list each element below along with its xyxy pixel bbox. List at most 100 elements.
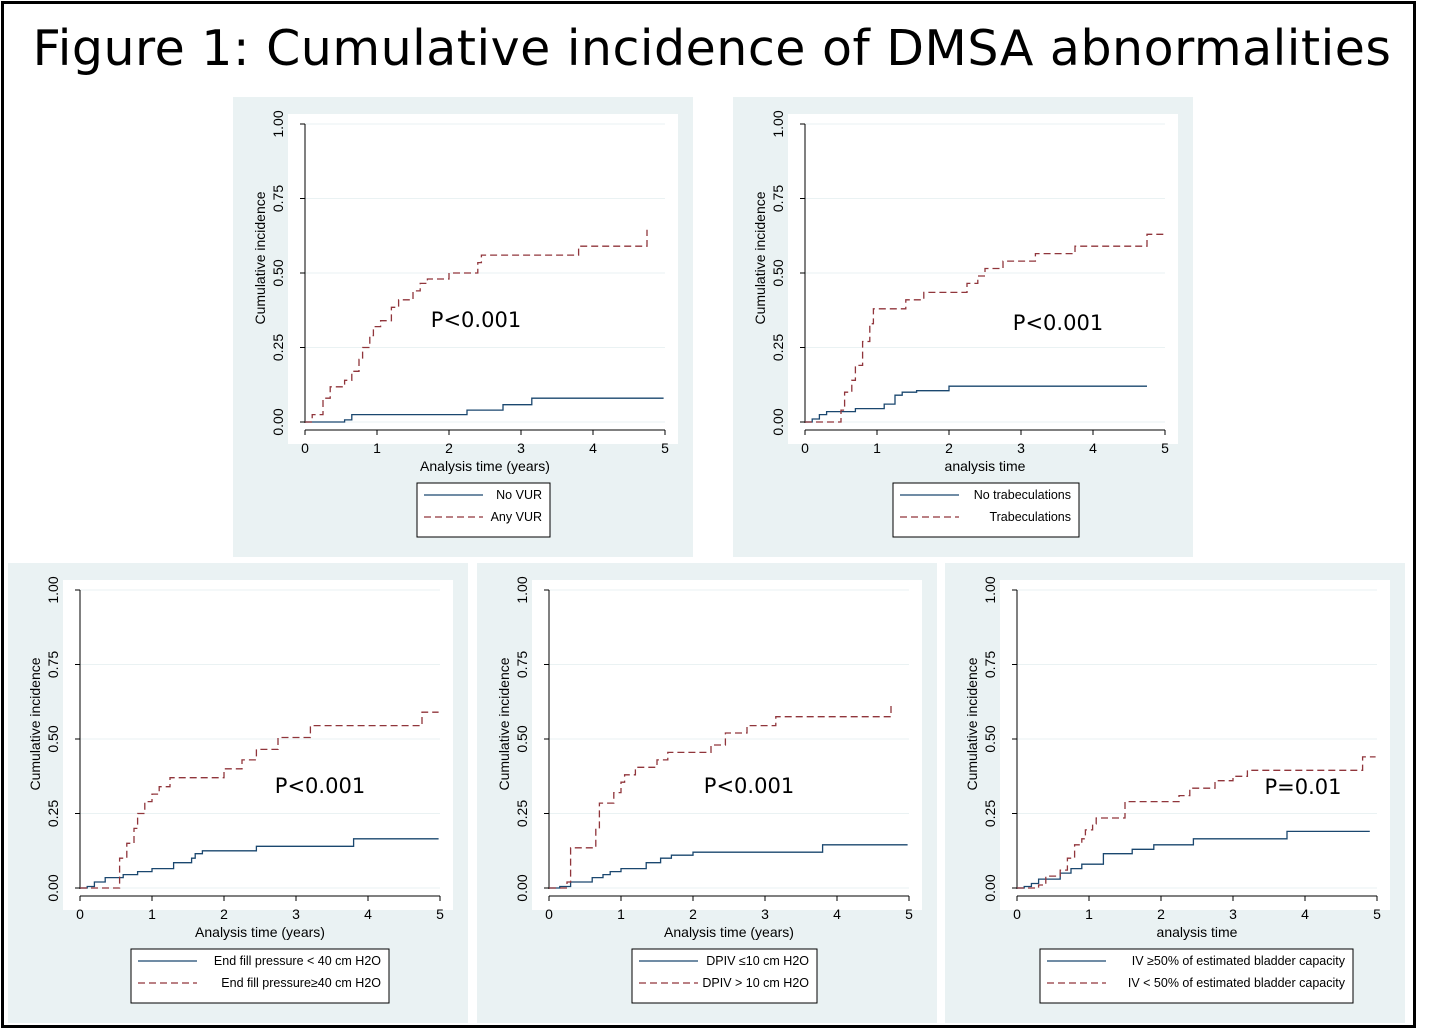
plot-area [788, 114, 1178, 444]
x-tick-label: 2 [945, 440, 953, 456]
y-tick-label: 0.25 [270, 334, 286, 361]
x-tick-label: 5 [905, 906, 913, 922]
x-tick-label: 5 [661, 440, 669, 456]
series-line-1 [549, 844, 908, 889]
x-axis-title: Analysis time (years) [664, 924, 794, 940]
series-line-2 [305, 229, 648, 423]
plot-area [288, 114, 678, 444]
x-tick-label: 5 [1373, 906, 1381, 922]
y-tick-label: 0.00 [770, 408, 786, 435]
x-axis-title: Analysis time (years) [420, 458, 550, 474]
legend-label-1: End fill pressure < 40 cm H2O [214, 954, 381, 968]
y-tick-label: 0.25 [982, 800, 998, 827]
chart-panel-trabeculations: 0.00 0.25 0.50 0.75 1.00 Cumulative incidence… [733, 97, 1193, 557]
legend-label-2: Any VUR [491, 510, 542, 524]
y-axis-title: Cumulative incidence [27, 657, 43, 790]
chart-panel-end-fill-pressure: 0.00 0.25 0.50 0.75 1.00 Cumulative incidence… [8, 563, 468, 1023]
series-line-2 [80, 711, 439, 889]
y-tick-label: 0.75 [514, 651, 530, 678]
x-tick-label: 0 [545, 906, 553, 922]
x-axis-title: analysis time [1157, 924, 1238, 940]
y-tick-label: 0.25 [514, 800, 530, 827]
y-axis-title: Cumulative incidence [252, 191, 268, 324]
x-tick-label: 4 [364, 906, 372, 922]
legend-box [1039, 948, 1354, 1004]
legend-label-2: Trabeculations [989, 510, 1071, 524]
x-tick-label: 4 [1301, 906, 1309, 922]
p-value-annotation: P<0.001 [275, 774, 365, 798]
series-line-1 [1017, 830, 1370, 889]
p-value-annotation: P=0.01 [1264, 775, 1341, 799]
x-tick-label: 3 [517, 440, 525, 456]
legend-label-2: IV < 50% of estimated bladder capacity [1128, 976, 1346, 990]
series-line-1 [805, 385, 1147, 423]
series-line-1 [80, 838, 439, 889]
y-tick-label: 0.50 [982, 725, 998, 752]
plot-area [532, 580, 922, 910]
x-tick-label: 3 [292, 906, 300, 922]
y-tick-label: 1.00 [770, 110, 786, 137]
chart-svg-infused-volume: 0.00 0.25 0.50 0.75 1.00 Cumulative incidence… [945, 563, 1405, 1023]
x-tick-label: 3 [1017, 440, 1025, 456]
x-tick-label: 4 [589, 440, 597, 456]
series-line-2 [1017, 756, 1376, 889]
chart-panel-vur: 0.00 0.25 0.50 0.75 1.00 Cumulative incidence… [233, 97, 693, 557]
x-tick-label: 1 [148, 906, 156, 922]
y-tick-label: 1.00 [982, 576, 998, 603]
figure-title: Figure 1: Cumulative incidence of DMSA a… [32, 20, 1392, 77]
y-tick-label: 0.75 [770, 185, 786, 212]
y-tick-label: 0.50 [770, 259, 786, 286]
x-tick-label: 3 [761, 906, 769, 922]
chart-panel-dpiv: 0.00 0.25 0.50 0.75 1.00 Cumulative incidence… [477, 563, 937, 1023]
chart-svg-end-fill-pressure: 0.00 0.25 0.50 0.75 1.00 Cumulative incidence… [8, 563, 468, 1023]
series-line-1 [305, 397, 664, 423]
legend-label-2: End fill pressure≥40 cm H2O [221, 976, 381, 990]
y-tick-label: 1.00 [270, 110, 286, 137]
series-line-2 [549, 704, 892, 889]
y-tick-label: 0.75 [270, 185, 286, 212]
y-tick-label: 0.75 [45, 651, 61, 678]
x-tick-label: 1 [873, 440, 881, 456]
x-tick-label: 2 [220, 906, 228, 922]
x-tick-label: 2 [1157, 906, 1165, 922]
legend-box [416, 482, 551, 538]
y-tick-label: 0.25 [45, 800, 61, 827]
x-tick-label: 2 [445, 440, 453, 456]
x-axis-title: Analysis time (years) [195, 924, 325, 940]
x-tick-label: 1 [1085, 906, 1093, 922]
x-tick-label: 1 [373, 440, 381, 456]
p-value-annotation: P<0.001 [431, 308, 521, 332]
y-tick-label: 0.25 [770, 334, 786, 361]
x-tick-label: 5 [436, 906, 444, 922]
plot-area [1000, 580, 1390, 910]
x-tick-label: 5 [1161, 440, 1169, 456]
x-tick-label: 4 [833, 906, 841, 922]
legend-label-1: DPIV ≤10 cm H2O [706, 954, 809, 968]
legend-box [892, 482, 1080, 538]
y-tick-label: 1.00 [45, 576, 61, 603]
x-tick-label: 2 [689, 906, 697, 922]
x-tick-label: 0 [76, 906, 84, 922]
series-line-2 [805, 233, 1164, 423]
y-tick-label: 0.00 [45, 874, 61, 901]
chart-svg-dpiv: 0.00 0.25 0.50 0.75 1.00 Cumulative incidence… [477, 563, 937, 1023]
p-value-annotation: P<0.001 [1013, 311, 1103, 335]
x-tick-label: 0 [301, 440, 309, 456]
legend-box [130, 948, 390, 1004]
legend-box [631, 948, 818, 1004]
y-tick-label: 0.50 [45, 725, 61, 752]
x-tick-label: 0 [1013, 906, 1021, 922]
y-tick-label: 0.00 [270, 408, 286, 435]
chart-svg-vur: 0.00 0.25 0.50 0.75 1.00 Cumulative incidence… [233, 97, 693, 557]
y-tick-label: 0.75 [982, 651, 998, 678]
x-axis-title: analysis time [945, 458, 1026, 474]
legend-label-1: IV ≥50% of estimated bladder capacity [1132, 954, 1346, 968]
plot-area [63, 580, 453, 910]
y-axis-title: Cumulative incidence [496, 657, 512, 790]
y-tick-label: 0.50 [270, 259, 286, 286]
chart-svg-trabeculations: 0.00 0.25 0.50 0.75 1.00 Cumulative incidence… [733, 97, 1193, 557]
y-axis-title: Cumulative incidence [964, 657, 980, 790]
y-axis-title: Cumulative incidence [752, 191, 768, 324]
x-tick-label: 0 [801, 440, 809, 456]
y-tick-label: 0.00 [514, 874, 530, 901]
